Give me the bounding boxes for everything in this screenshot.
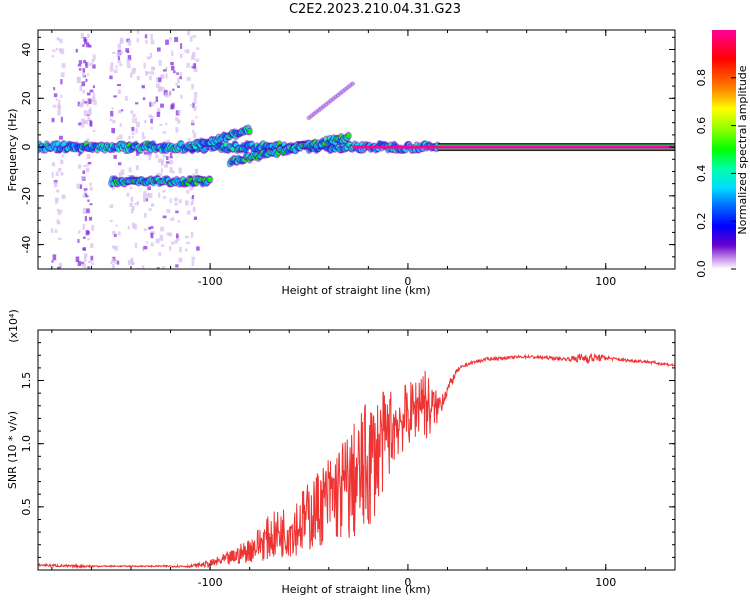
- spectrogram-frame: [37, 29, 676, 270]
- spectrogram-y-tick-label: -20: [20, 187, 33, 205]
- spectrogram-upper-doppler-branch: [187, 124, 253, 152]
- snr-y-tick-label: 1.5: [20, 372, 33, 390]
- snr-x-tick-label: -100: [198, 576, 223, 589]
- snr-x-tick-label: 0: [404, 576, 411, 589]
- spectrogram-y-tick-label: 20: [20, 91, 33, 105]
- spectrogram-image: [38, 30, 675, 269]
- spectrogram-x-tick-label: 100: [595, 275, 616, 288]
- spectrogram-noise-column: [49, 37, 66, 269]
- snr-y-tick-label: 0.5: [20, 498, 33, 516]
- spectrogram-noise-column: [125, 30, 141, 269]
- spectrogram-x-label: Height of straight line (km): [281, 284, 430, 297]
- spectrogram-y-label: Frequency (Hz): [6, 109, 19, 192]
- snr-y-tick-label: 1.0: [20, 435, 33, 453]
- spectrogram-x-tick-label: -100: [198, 275, 223, 288]
- spectrogram-main-carrier-noisy: [38, 140, 441, 155]
- snr-ticks: -100 0 100 0.5 1.0 1.5: [20, 330, 675, 589]
- spectrogram-y-tick-label: 40: [20, 43, 33, 57]
- snr-frame: [37, 329, 676, 571]
- figure-title: C2E2.2023.210.04.31.G23: [289, 2, 461, 17]
- colorbar-tick-label: 0.8: [695, 69, 708, 87]
- colorbar-label: Normalized spectral amplitude: [736, 65, 749, 234]
- colorbar-tick-label: 0.4: [695, 165, 708, 183]
- colorbar-ticks: 0.0 0.2 0.4 0.6 0.8: [695, 69, 736, 278]
- colorbar-tick-label: 0.2: [695, 212, 708, 230]
- snr-scale-label: (x10⁴): [7, 309, 20, 343]
- snr-x-label: Height of straight line (km): [281, 583, 430, 596]
- spectrogram-x-tick-label: 0: [404, 275, 411, 288]
- snr-plot-area: [38, 330, 675, 570]
- snr-panel: -100 0 100 0.5 1.0 1.5 Height of straight lin…: [6, 309, 676, 596]
- spectrogram-y-tick-label: -40: [20, 236, 33, 254]
- colorbar-gradient: [712, 30, 736, 269]
- spectrogram-ticks: -100 0 100 -40 -20 0 20 40: [20, 30, 675, 288]
- snr-line: [38, 353, 675, 570]
- spectrogram-lower-sideband-track: [107, 174, 214, 188]
- colorbar-tick-label: 0.0: [695, 260, 708, 278]
- snr-x-tick-label: 100: [595, 576, 616, 589]
- spectrogram-main-carrier-track: [352, 143, 675, 152]
- spectrogram-lower-doppler-branch: [226, 131, 352, 168]
- spectrogram-y-tick-label: 0: [20, 144, 33, 151]
- colorbar-tick-label: 0.6: [695, 117, 708, 135]
- colorbar: 0.0 0.2 0.4 0.6 0.8 Normalized spectral ampl…: [695, 30, 749, 278]
- snr-series: [38, 353, 675, 570]
- snr-y-label: SNR (10 * v/v): [6, 411, 19, 489]
- spectrogram-panel: -100 0 100 -40 -20 0 20 40 Height of straight l…: [6, 29, 676, 297]
- spectrogram-faint-rising-branch: [306, 81, 356, 120]
